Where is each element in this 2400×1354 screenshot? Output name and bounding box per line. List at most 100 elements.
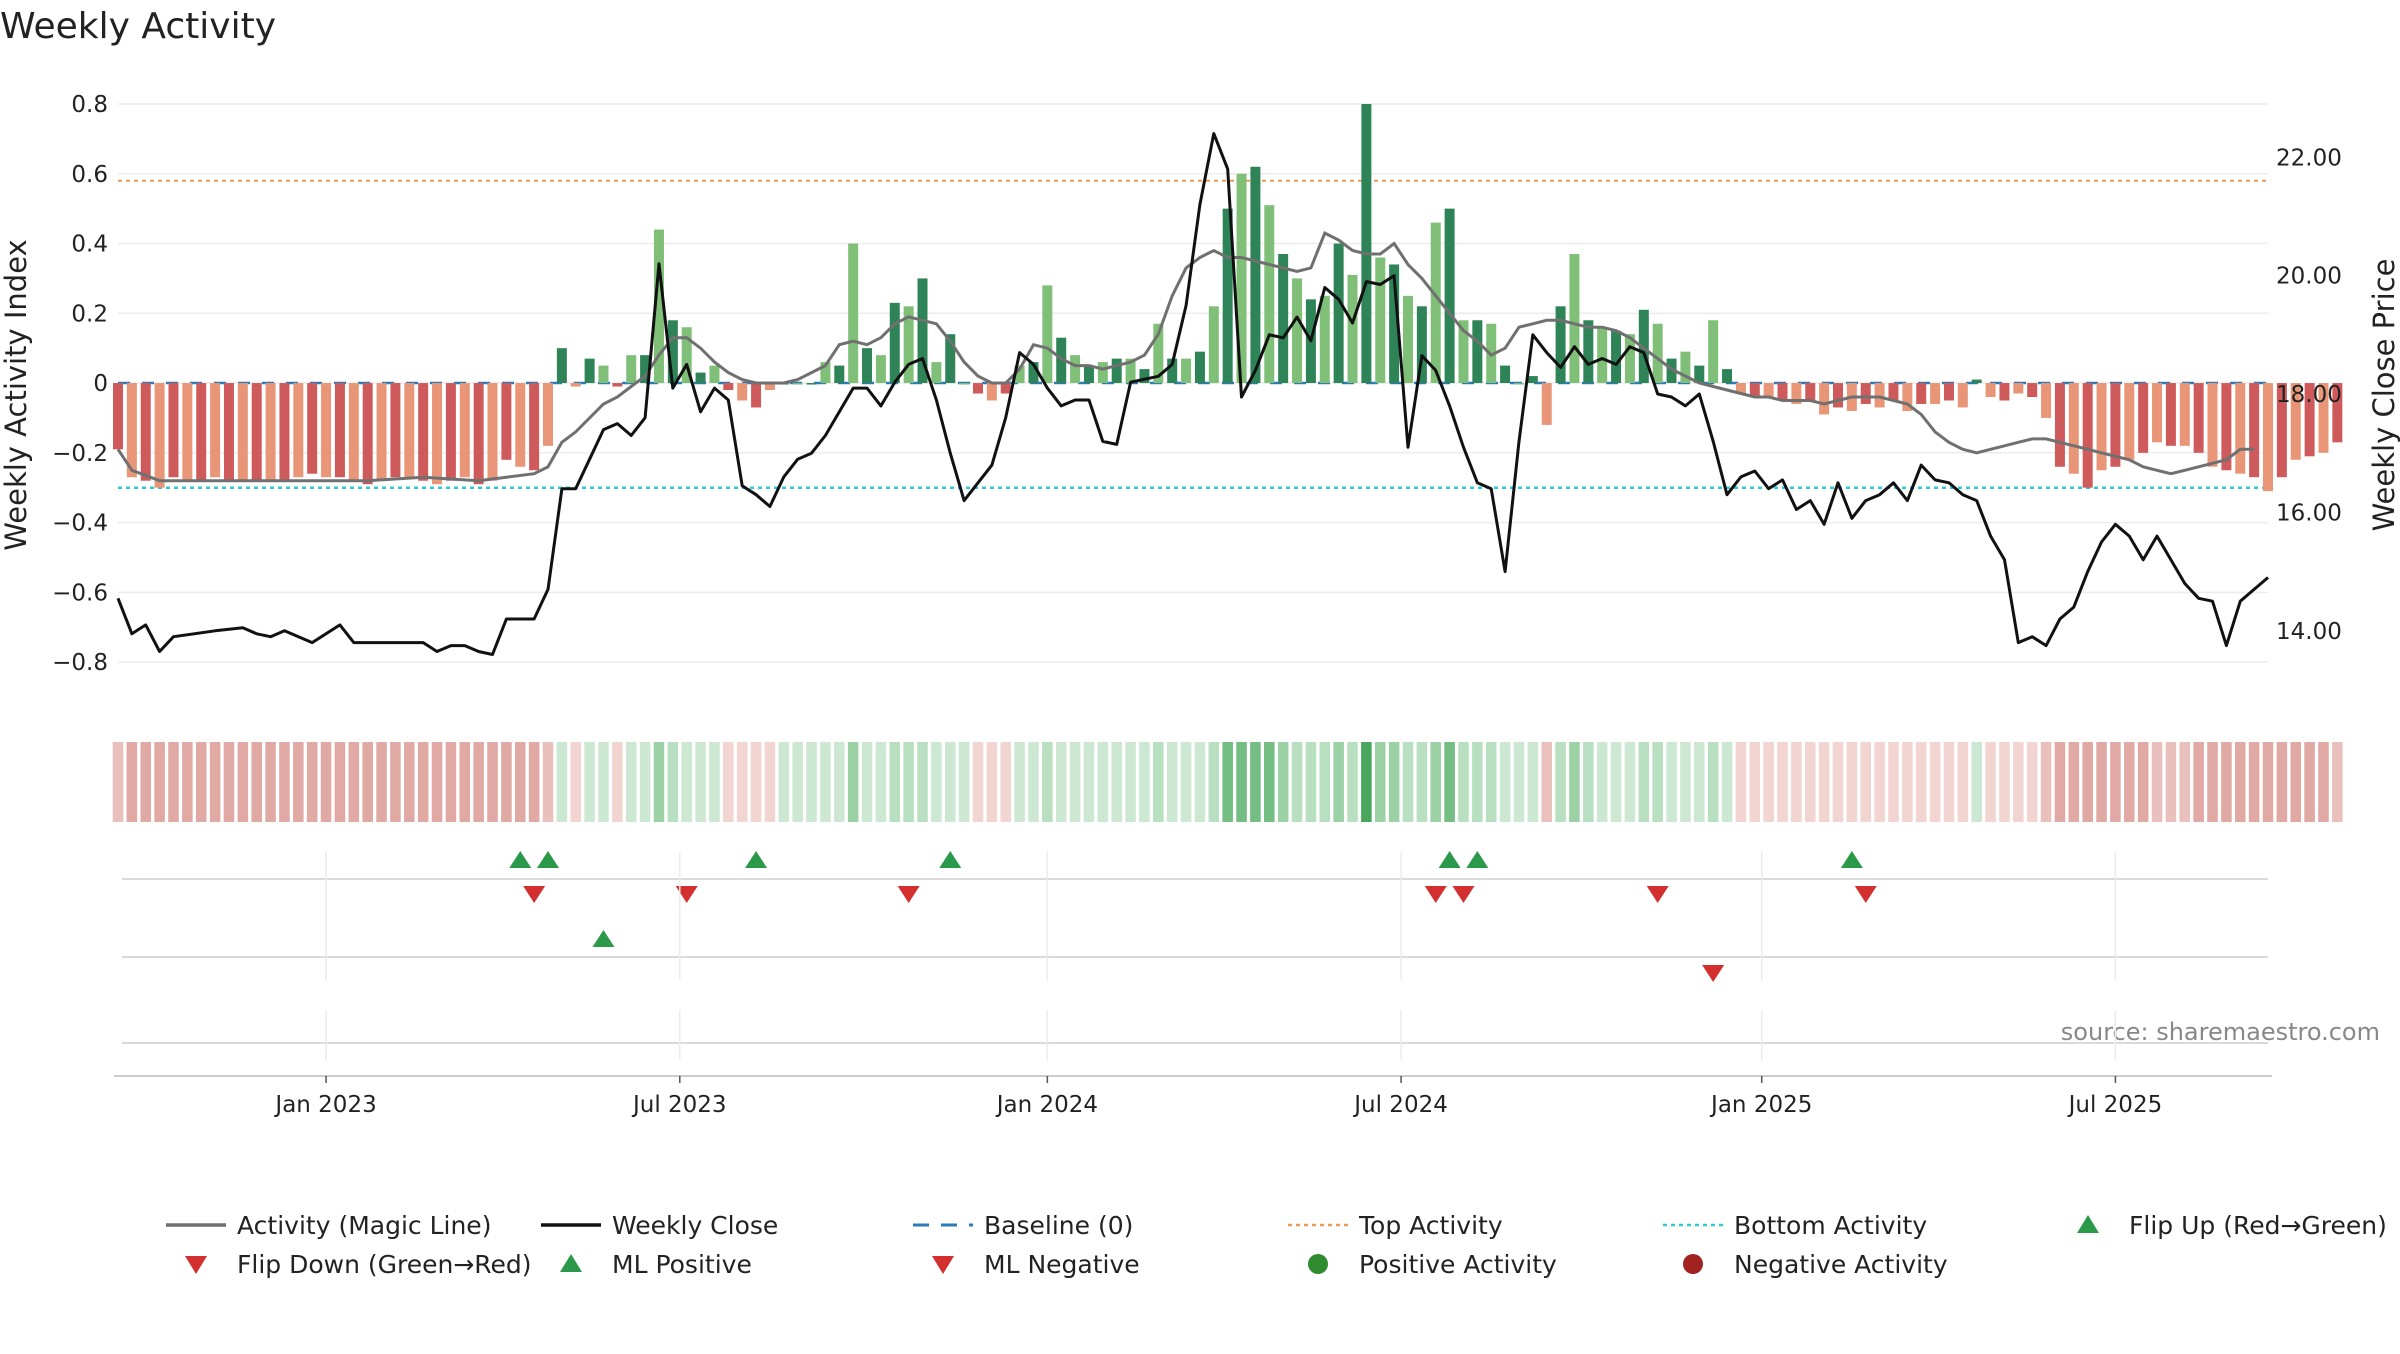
- activity-bar: [1430, 222, 1441, 384]
- ribbon-cell: [2040, 742, 2052, 822]
- flip-up-marker: [1438, 851, 1461, 868]
- legend-circle-icon: [1308, 1254, 1328, 1274]
- activity-bar: [751, 383, 762, 408]
- series-lines: [116, 132, 2269, 656]
- ribbon-cell: [931, 742, 942, 822]
- legend-label: Negative Activity: [1734, 1250, 1948, 1279]
- left-tick-label: −0.4: [52, 511, 108, 537]
- activity-bar: [806, 383, 817, 385]
- activity-bar: [2068, 383, 2079, 474]
- ribbon-cell: [1624, 742, 1636, 822]
- activity-bar: [2235, 383, 2246, 474]
- activity-bar: [2041, 383, 2052, 418]
- activity-bar: [1527, 376, 1538, 384]
- ribbon-cell: [1680, 742, 1691, 822]
- activity-bar: [2082, 383, 2093, 488]
- activity-bar: [1070, 355, 1081, 384]
- legend-label: Positive Activity: [1359, 1250, 1557, 1279]
- ribbon-cell: [2151, 742, 2163, 822]
- flip-up-marker: [1840, 851, 1863, 868]
- ribbon-cell: [889, 742, 901, 822]
- activity-bar: [709, 365, 720, 384]
- ribbon-cell: [279, 742, 290, 822]
- activity-bar: [1000, 383, 1011, 394]
- left-tick-label: −0.2: [52, 441, 108, 467]
- activity-bar: [210, 383, 221, 478]
- activity-bar: [1971, 379, 1982, 384]
- activity-bar: [973, 383, 983, 394]
- right-tick-label: 22.00: [2276, 145, 2342, 171]
- activity-bar: [889, 302, 900, 384]
- activity-bar: [1264, 205, 1275, 384]
- right-tick-label: 18.00: [2276, 382, 2342, 408]
- activity-bar: [1194, 351, 1205, 384]
- right-axis-title: Weekly Close Price: [2367, 259, 2400, 532]
- ribbon-cell: [431, 742, 443, 822]
- activity-bar: [1056, 337, 1067, 384]
- activity-bar: [1014, 365, 1025, 384]
- activity-bar: [1999, 383, 2010, 401]
- ribbon-cell: [2110, 742, 2121, 822]
- activity-bar: [1208, 306, 1219, 384]
- legend-label: ML Positive: [612, 1250, 752, 1279]
- flip-down-marker: [1452, 886, 1475, 903]
- ribbon-cell: [1305, 742, 1317, 822]
- ribbon-cell: [445, 742, 457, 822]
- legend-triangle-up-icon: [560, 1254, 582, 1272]
- activity-bar: [2276, 383, 2287, 478]
- activity-bar: [1444, 208, 1455, 384]
- ribbon-cell: [1125, 742, 1136, 822]
- ribbon-cell: [681, 742, 692, 822]
- activity-bar: [612, 383, 623, 387]
- ribbon-cell: [265, 742, 276, 822]
- ribbon-cell: [306, 742, 318, 822]
- activity-bar: [626, 355, 637, 384]
- ribbon-cell: [653, 742, 665, 822]
- ribbon-cell: [2179, 742, 2191, 822]
- activity-bar: [1860, 383, 1871, 404]
- x-tick-label: Jul 2024: [1352, 1092, 1448, 1118]
- activity-bar: [1167, 358, 1178, 384]
- activity-bar: [237, 383, 248, 481]
- ml-positive-marker: [592, 930, 615, 947]
- activity-bar: [445, 383, 456, 481]
- activity-bar: [404, 383, 415, 478]
- ribbon-cell: [1694, 742, 1705, 822]
- activity-bar: [1583, 320, 1594, 384]
- legend-item: Baseline (0): [913, 1211, 1133, 1240]
- activity-bar: [459, 383, 470, 478]
- ribbon-cell: [2096, 742, 2107, 822]
- ribbon-cell: [1111, 742, 1122, 822]
- flip-down-marker: [523, 886, 546, 903]
- activity-bar: [1472, 320, 1483, 384]
- ribbon-cell: [1707, 742, 1719, 822]
- legend-item: Flip Down (Green→Red): [185, 1250, 532, 1279]
- activity-bar: [2304, 383, 2315, 457]
- ribbon-cell: [1333, 742, 1344, 822]
- ribbon-cell: [1902, 742, 1913, 822]
- ribbon-cell: [417, 742, 429, 822]
- right-tick-label: 14.00: [2276, 619, 2342, 645]
- ribbon-cell: [1652, 742, 1663, 822]
- flip-up-marker: [939, 851, 962, 868]
- ribbon-cell: [2332, 742, 2343, 822]
- x-tick-label: Jul 2023: [631, 1092, 727, 1118]
- left-tick-label: −0.6: [52, 580, 108, 606]
- activity-bar: [1611, 330, 1622, 384]
- ribbon-cell: [2234, 742, 2246, 822]
- activity-bar: [432, 383, 443, 485]
- ribbon-cell: [1347, 742, 1358, 822]
- ribbon-cell: [1194, 742, 1206, 822]
- x-tick-label: Jan 2023: [273, 1092, 376, 1118]
- activity-bar: [2318, 383, 2329, 453]
- flip-down-marker: [1646, 886, 1669, 903]
- flip-up-marker: [745, 851, 768, 868]
- flip-markers-panel: [122, 851, 2268, 1044]
- ribbon-cell: [1527, 742, 1539, 822]
- ribbon-cell: [1860, 742, 1872, 822]
- ribbon-cell: [1208, 742, 1220, 822]
- ribbon-cell: [598, 742, 609, 822]
- ribbon-cell: [2068, 742, 2080, 822]
- activity-bar: [2207, 383, 2218, 467]
- activity-bar: [2332, 383, 2343, 443]
